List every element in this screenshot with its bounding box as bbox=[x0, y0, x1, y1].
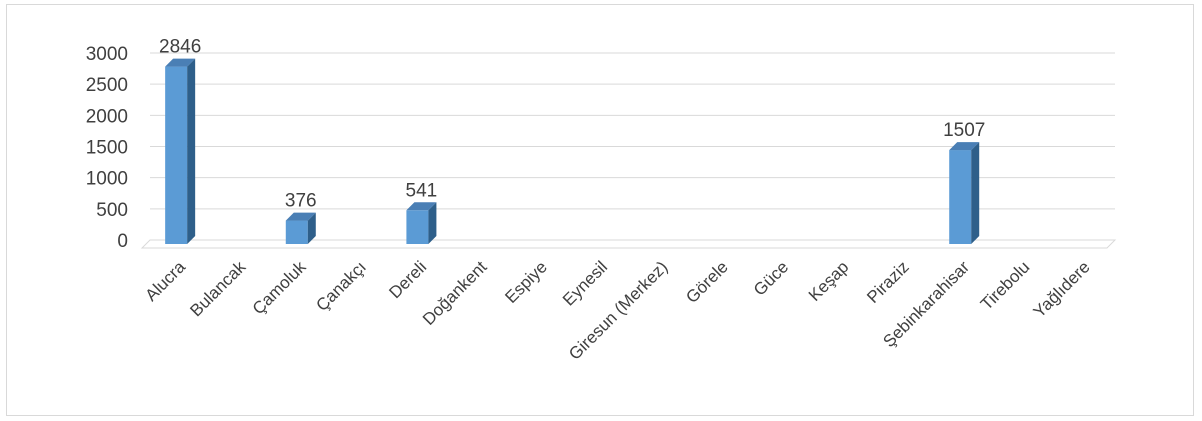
bar-side bbox=[971, 142, 980, 244]
bar-side bbox=[187, 58, 196, 244]
x-tick-label: Doğankent bbox=[419, 257, 491, 329]
bar-side bbox=[428, 202, 437, 244]
bar bbox=[949, 142, 980, 244]
y-tick-label: 0 bbox=[117, 231, 128, 252]
bars bbox=[165, 58, 980, 244]
bar-front bbox=[285, 220, 308, 244]
y-tick-label: 500 bbox=[96, 200, 128, 221]
data-label: 2846 bbox=[159, 37, 201, 58]
x-tick-label: Dereli bbox=[385, 257, 430, 302]
x-tick-label: Eynesil bbox=[559, 257, 611, 309]
data-label: 541 bbox=[406, 180, 438, 201]
y-tick-label: 1000 bbox=[86, 169, 128, 190]
bar bbox=[406, 202, 437, 244]
bar bbox=[165, 58, 196, 244]
x-tick-label: Bulancak bbox=[186, 257, 249, 320]
bar-top bbox=[406, 202, 437, 211]
x-tick-label: Yağlıdere bbox=[1030, 257, 1094, 321]
data-labels: 2846 376 541 1507 bbox=[159, 37, 985, 212]
x-tick-label: Keşap bbox=[805, 257, 853, 305]
y-tick-label: 2000 bbox=[86, 106, 128, 127]
bar-front bbox=[165, 66, 188, 244]
chart-area bbox=[6, 4, 1194, 416]
x-tick-label: Çamoluk bbox=[249, 257, 310, 318]
bar-side bbox=[307, 212, 316, 244]
x-tick-label: Espiye bbox=[501, 257, 551, 307]
bar bbox=[285, 212, 316, 244]
data-label: 1507 bbox=[943, 120, 985, 141]
x-tick-label: Çanakçı bbox=[312, 257, 370, 315]
bar-top bbox=[949, 142, 980, 151]
x-tick-label: Görele bbox=[682, 257, 732, 307]
y-axis-ticks: 0 500 1000 1500 2000 2500 3000 bbox=[86, 44, 128, 252]
data-label: 376 bbox=[285, 191, 317, 212]
chart-floor bbox=[140, 239, 1117, 249]
y-tick-label: 3000 bbox=[86, 44, 128, 65]
x-tick-label: Piraziz bbox=[863, 257, 913, 307]
bar-top bbox=[285, 212, 316, 221]
x-tick-label: Alucra bbox=[141, 257, 189, 305]
x-tick-label: Güce bbox=[750, 257, 792, 299]
bar-front bbox=[406, 210, 429, 244]
y-tick-label: 2500 bbox=[86, 75, 128, 96]
y-tick-label: 1500 bbox=[86, 138, 128, 159]
bar-top bbox=[165, 58, 196, 67]
bar-front bbox=[949, 150, 972, 244]
x-tick-label: Tirebolu bbox=[977, 257, 1033, 313]
